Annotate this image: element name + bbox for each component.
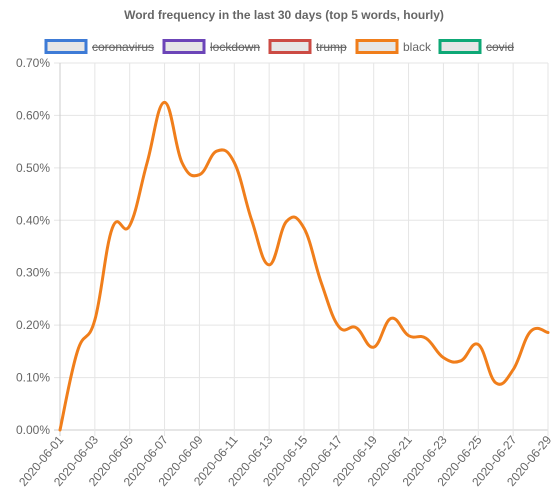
grid <box>54 62 549 436</box>
legend-swatch-lockdown <box>162 39 206 54</box>
y-tick-label: 0.00% <box>16 423 50 437</box>
legend-label-coronavirus: coronavirus <box>92 40 154 54</box>
legend-swatch-covid <box>438 39 482 54</box>
y-tick-label: 0.50% <box>16 161 50 175</box>
y-tick-label: 0.60% <box>16 108 50 122</box>
series-line-black <box>58 100 550 432</box>
y-tick-label: 0.20% <box>16 318 50 332</box>
legend-label-trump: trump <box>316 40 347 54</box>
series-group <box>58 100 550 432</box>
y-axis: 0.00% 0.10% 0.20% 0.30% 0.40% 0.50% 0.60% 0.70% <box>16 56 50 437</box>
legend-label-covid: covid <box>486 40 514 54</box>
y-tick-label: 0.70% <box>16 56 50 70</box>
legend: coronavirus lockdown trump black covid <box>44 39 514 54</box>
legend-label-lockdown: lockdown <box>210 40 260 54</box>
legend-swatch-coronavirus <box>44 39 88 54</box>
y-tick-label: 0.10% <box>16 371 50 385</box>
legend-swatch-black <box>355 39 399 54</box>
chart-title: Word frequency in the last 30 days (top … <box>124 8 444 22</box>
y-tick-label: 0.30% <box>16 266 50 280</box>
y-tick-label: 0.40% <box>16 213 50 227</box>
legend-swatch-trump <box>268 39 312 54</box>
x-axis: 2020-06-012020-06-032020-06-052020-06-07… <box>16 433 554 489</box>
legend-label-black: black <box>403 40 432 54</box>
